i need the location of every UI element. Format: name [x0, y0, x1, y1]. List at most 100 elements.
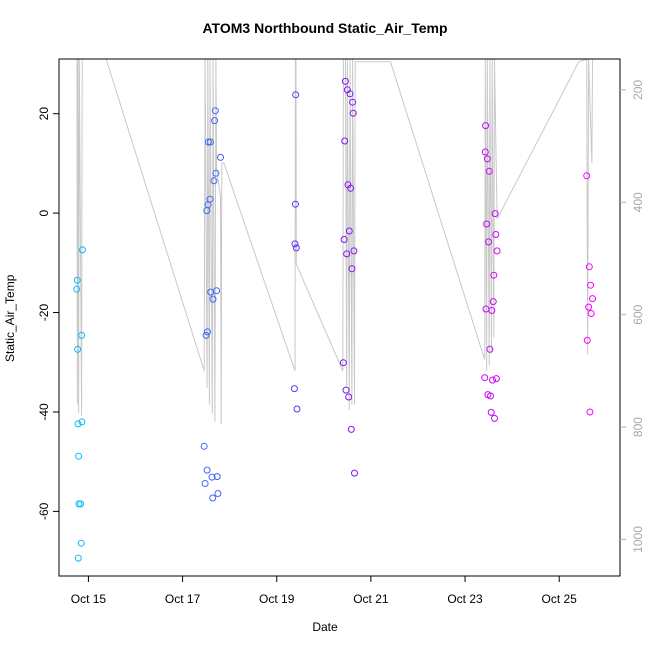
- data-point: [483, 155, 491, 163]
- data-point: [340, 236, 348, 243]
- data-point: [491, 210, 499, 218]
- data-point: [490, 271, 498, 279]
- data-point: [487, 408, 495, 416]
- data-point: [211, 107, 219, 115]
- data-point: [339, 359, 347, 367]
- data-point: [486, 345, 494, 353]
- data-point: [585, 263, 593, 271]
- data-point: [211, 117, 219, 125]
- x-tick-label: Oct 19: [259, 592, 295, 606]
- pressure-line-layer: [76, 59, 593, 425]
- data-point: [78, 331, 86, 339]
- right-tick-label: 800: [631, 417, 645, 437]
- data-point: [200, 442, 208, 450]
- x-axis-label: Date: [312, 620, 338, 634]
- data-point: [210, 177, 218, 185]
- data-point: [487, 392, 494, 400]
- x-tick-label: Oct 21: [353, 592, 389, 606]
- data-point: [481, 148, 489, 156]
- data-point: [348, 265, 356, 273]
- data-point: [481, 374, 489, 382]
- data-point: [351, 469, 358, 477]
- right-tick-label: 1000: [631, 526, 645, 553]
- data-point: [79, 246, 86, 254]
- x-tick-label: Oct 23: [447, 592, 483, 606]
- y-tick-label: -20: [37, 304, 51, 322]
- data-point: [349, 98, 357, 106]
- data-point: [213, 473, 221, 481]
- x-tick-label: Oct 25: [542, 592, 578, 606]
- data-point: [345, 227, 353, 235]
- data-point: [488, 307, 496, 314]
- data-point: [73, 276, 81, 284]
- data-point: [583, 172, 591, 180]
- data-point: [347, 184, 355, 192]
- data-point: [489, 376, 496, 384]
- points-layer: [73, 77, 596, 562]
- data-point: [202, 331, 210, 339]
- data-point: [347, 425, 355, 433]
- data-point: [201, 480, 209, 487]
- data-point: [587, 310, 595, 317]
- data-point: [74, 554, 82, 562]
- x-tick-label: Oct 15: [71, 592, 107, 606]
- data-point: [485, 167, 493, 175]
- data-point: [203, 328, 211, 336]
- pressure-line: [76, 59, 593, 425]
- data-point: [78, 418, 86, 426]
- data-point: [345, 393, 353, 401]
- data-point: [206, 195, 214, 203]
- bottom-axis: Oct 15 Oct 17 Oct 19 Oct 21 Oct 23 Oct 25: [71, 576, 577, 606]
- data-point: [482, 122, 490, 130]
- data-point: [341, 77, 349, 85]
- data-point: [292, 91, 300, 99]
- data-point: [203, 466, 211, 474]
- y-tick-label: -40: [37, 403, 51, 421]
- data-point: [585, 303, 593, 311]
- data-point: [290, 385, 298, 393]
- y-tick-label: -60: [37, 502, 51, 520]
- data-point: [583, 336, 591, 344]
- data-point: [75, 452, 83, 460]
- data-point: [489, 298, 497, 306]
- data-point: [493, 247, 501, 255]
- right-tick-label: 400: [631, 192, 645, 212]
- data-point: [74, 345, 82, 353]
- data-point: [73, 285, 81, 293]
- data-point: [213, 287, 221, 295]
- data-point: [209, 295, 217, 303]
- data-point: [292, 244, 300, 252]
- data-point: [204, 138, 212, 146]
- data-point: [291, 240, 299, 248]
- data-point: [341, 137, 349, 145]
- data-point: [217, 153, 224, 161]
- data-point: [491, 414, 498, 422]
- y-tick-label: 0: [37, 209, 51, 216]
- right-axis: 200 400 600 800 1000: [620, 80, 645, 553]
- data-point: [74, 420, 82, 428]
- data-point: [77, 500, 85, 508]
- data-point: [77, 539, 85, 547]
- data-point: [206, 138, 214, 146]
- data-point: [492, 231, 500, 238]
- data-point: [349, 109, 357, 117]
- data-point: [350, 247, 358, 255]
- data-point: [586, 408, 594, 416]
- chart-title: ATOM3 Northbound Static_Air_Temp: [202, 20, 448, 36]
- plot-frame: [58, 58, 621, 577]
- data-point: [293, 405, 301, 413]
- data-point: [214, 490, 222, 497]
- data-point: [346, 90, 354, 98]
- data-point: [589, 295, 596, 303]
- x-tick-label: Oct 17: [165, 592, 201, 606]
- data-point: [343, 250, 351, 258]
- data-point: [291, 200, 299, 208]
- data-point: [212, 169, 220, 177]
- y-tick-label: 20: [37, 107, 51, 121]
- data-point: [342, 386, 350, 394]
- right-tick-label: 600: [631, 304, 645, 324]
- data-point: [587, 281, 595, 289]
- right-tick-label: 200: [631, 80, 645, 100]
- data-point: [209, 494, 217, 502]
